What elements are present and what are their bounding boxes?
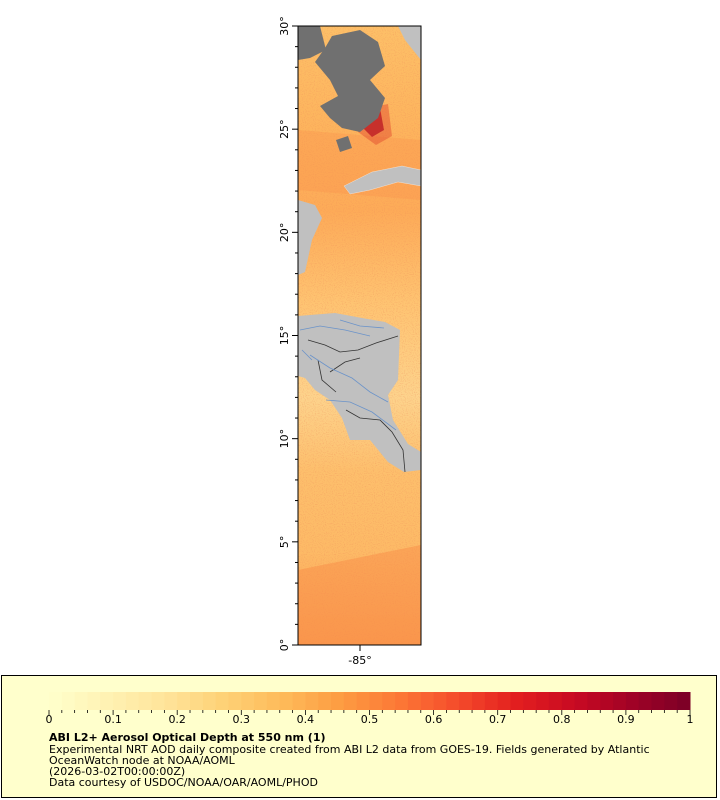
- colorbar-swatch: [87, 692, 101, 710]
- colorbar-tick-label: 0.8: [553, 713, 571, 726]
- colorbar-swatch: [446, 692, 460, 710]
- lat-tick-label: 20°: [278, 223, 291, 243]
- island-outline: [343, 165, 421, 195]
- aod-high-band-south: [298, 545, 421, 645]
- colorbar-swatch: [600, 692, 614, 710]
- colorbar-swatch: [266, 692, 281, 710]
- colorbar-tick-label: 0.6: [425, 713, 443, 726]
- colorbar-swatch: [49, 692, 63, 710]
- colorbar-swatch: [484, 692, 499, 710]
- colorbar-swatch: [74, 692, 88, 710]
- colorbar-swatch: [177, 692, 191, 710]
- lat-tick-label: 15°: [278, 326, 291, 346]
- colorbar-swatch: [113, 692, 127, 710]
- colorbar-swatch: [407, 692, 422, 710]
- colorbar-swatch: [279, 692, 294, 710]
- land-isthmus: [298, 313, 421, 472]
- map-figure: 0° 5° 10° 15° 20° 25° 30° -85°: [278, 16, 422, 667]
- colorbar-tick-label: 0.3: [233, 713, 251, 726]
- legend-description-line1: Experimental NRT AOD daily composite cre…: [49, 743, 650, 756]
- legend-title: ABI L2+ Aerosol Optical Depth at 550 nm …: [49, 731, 326, 744]
- land-island-strip: [344, 166, 421, 194]
- colorbar-swatch: [382, 692, 396, 710]
- colorbar-swatch: [420, 692, 435, 710]
- colorbar-tick-label: 0.2: [168, 713, 186, 726]
- rivers: [299, 319, 397, 431]
- nodata-gulf: [315, 30, 385, 132]
- colorbar-swatch: [356, 692, 370, 710]
- colorbar-swatch: [677, 692, 691, 710]
- colorbar-swatch: [548, 692, 563, 710]
- colorbar-swatch: [433, 692, 447, 710]
- lat-tick-label: 5°: [278, 536, 291, 549]
- colorbar: 0 0.1 0.2 0.3 0.4 0.5 0.6 0.7 0.8 0.9 1: [46, 692, 694, 726]
- legend-panel: 0 0.1 0.2 0.3 0.4 0.5 0.6 0.7 0.8 0.9 1 ABI L2+ Ae…: [1, 675, 717, 798]
- colorbar-swatch: [510, 692, 524, 710]
- land-peninsula: [298, 200, 322, 275]
- colorbar-swatch: [343, 692, 358, 710]
- colorbar-swatch: [536, 692, 550, 710]
- colorbar-swatch: [395, 692, 409, 710]
- colorbar-swatch: [651, 692, 665, 710]
- colorbar-tick-label: 0.4: [297, 713, 315, 726]
- colorbar-swatch: [318, 692, 332, 710]
- colorbar-tick-label: 0.5: [361, 713, 379, 726]
- colorbar-swatch: [625, 692, 640, 710]
- colorbar-tick-label: 1: [687, 713, 694, 726]
- colorbar-swatch: [472, 692, 486, 710]
- colorbar-swatch: [305, 692, 319, 710]
- legend-time: (2026-03-02T00:00:00Z): [49, 765, 186, 778]
- colorbar-swatch: [202, 692, 217, 710]
- lat-tick-label: 10°: [278, 429, 291, 449]
- colorbar-swatch: [459, 692, 473, 710]
- legend-description-line2: OceanWatch node at NOAA/AOML: [49, 754, 235, 767]
- colorbar-swatch: [292, 692, 306, 710]
- colorbar-tick-label: 0.7: [489, 713, 507, 726]
- colorbar-tick-label: 0.9: [617, 713, 635, 726]
- colorbar-swatch: [638, 692, 653, 710]
- nodata-northwest: [298, 26, 326, 60]
- colorbar-swatch: [254, 692, 268, 710]
- colorbar-swatch: [523, 692, 537, 710]
- colorbar-swatch: [61, 692, 76, 710]
- colorbar-swatch: [331, 692, 345, 710]
- colorbar-swatch: [497, 692, 512, 710]
- colorbar-swatch: [561, 692, 576, 710]
- land-north-coast: [398, 26, 421, 60]
- colorbar-swatch: [164, 692, 178, 710]
- lon-tick-label: -85°: [348, 654, 371, 667]
- colorbar-swatch: [664, 692, 678, 710]
- colorbar-swatch: [587, 692, 601, 710]
- colorbar-tick-label: 0.1: [104, 713, 122, 726]
- colorbar-swatch: [215, 692, 229, 710]
- colorbar-swatch: [369, 692, 383, 710]
- colorbar-swatch: [125, 692, 140, 710]
- lat-tick-label: 25°: [278, 119, 291, 139]
- colorbar-swatch: [241, 692, 255, 710]
- lat-tick-label: 0°: [278, 639, 291, 652]
- colorbar-tick-label: 0: [46, 713, 53, 726]
- country-borders: [307, 335, 406, 473]
- colorbar-swatch: [190, 692, 204, 710]
- colorbar-swatch: [613, 692, 627, 710]
- legend-credit: Data courtesy of USDOC/NOAA/OAR/AOML/PHO…: [49, 776, 318, 789]
- nodata-patch: [336, 136, 352, 152]
- colorbar-swatch: [228, 692, 242, 710]
- lat-axis: 0° 5° 10° 15° 20° 25° 30°: [278, 16, 298, 651]
- colorbar-swatch: [100, 692, 114, 710]
- lat-tick-label: 30°: [278, 16, 291, 36]
- colorbar-swatch: [151, 692, 165, 710]
- colorbar-swatch: [138, 692, 153, 710]
- colorbar-swatch: [574, 692, 588, 710]
